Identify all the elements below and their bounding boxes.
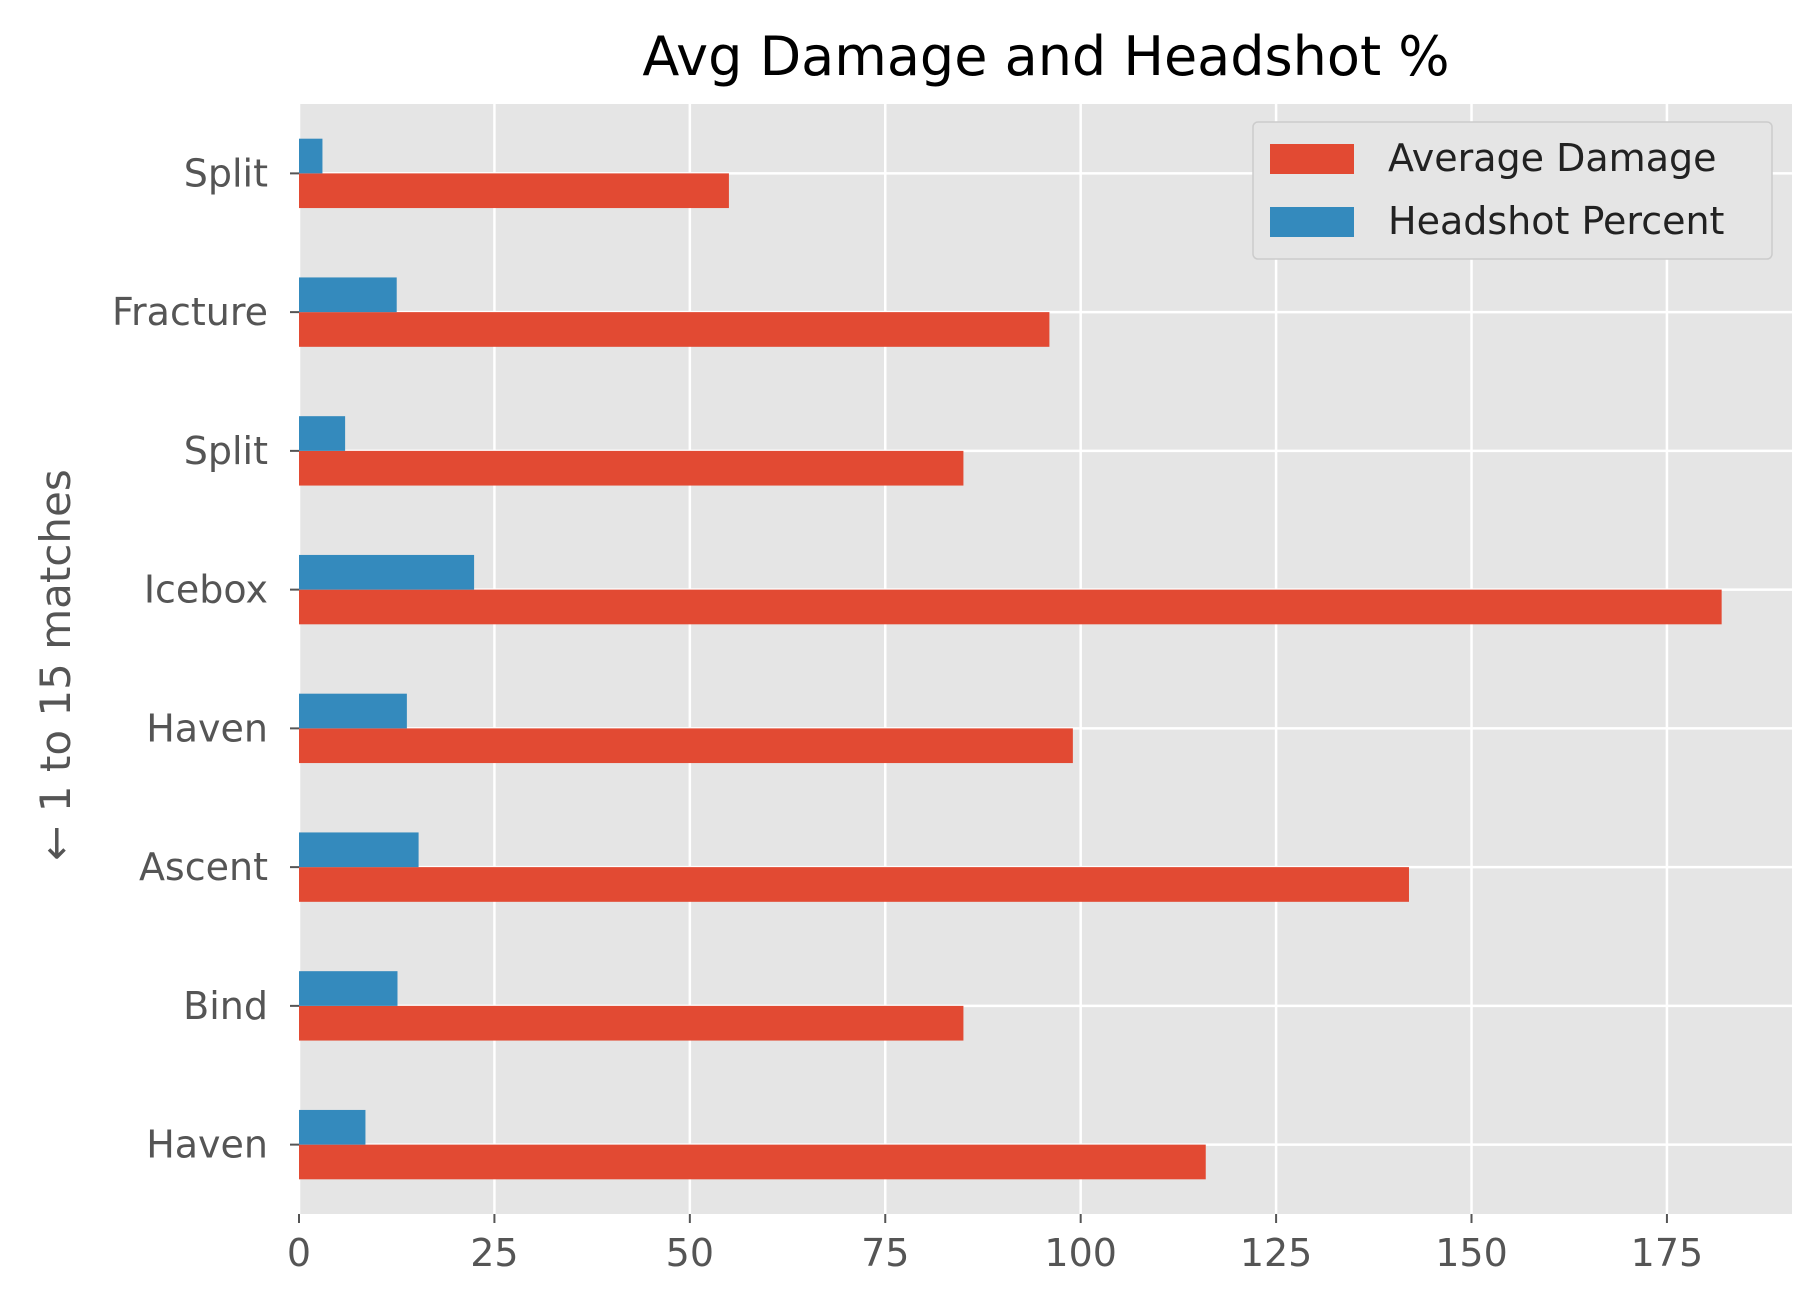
bar-average-damage <box>299 1005 964 1041</box>
bar-headshot-percent <box>299 554 475 590</box>
y-tick-label: Fracture <box>112 290 268 334</box>
y-axis-label: ← 1 to 15 matches <box>31 469 80 860</box>
y-tick-label: Bind <box>183 984 268 1028</box>
legend-label-average-damage: Average Damage <box>1388 136 1716 180</box>
legend-swatch-average-damage <box>1270 144 1354 174</box>
bar-average-damage <box>299 867 1409 902</box>
bar-headshot-percent <box>299 138 323 174</box>
bars <box>299 138 1722 1180</box>
bar-headshot-percent <box>299 277 397 313</box>
legend-swatch-headshot-percent <box>1270 207 1354 237</box>
x-tick-label: 50 <box>666 1231 714 1275</box>
x-tick-label: 75 <box>861 1231 909 1275</box>
bar-average-damage <box>299 728 1073 764</box>
legend-label-headshot-percent: Headshot Percent <box>1388 199 1724 243</box>
y-tick-label: Haven <box>146 706 268 750</box>
y-tick-label: Split <box>184 429 268 473</box>
y-tick-label: Icebox <box>144 568 268 612</box>
x-tick-label: 150 <box>1435 1231 1508 1275</box>
bar-headshot-percent <box>299 971 398 1006</box>
axis-ticks: 0 25 50 75 100 125 150 175 Haven Bind Ascent Haven I… <box>112 151 1703 1275</box>
y-tick-label: Split <box>184 151 268 195</box>
bar-average-damage <box>299 450 964 486</box>
legend: Average Damage Headshot Percent <box>1252 121 1773 260</box>
x-tick-label: 100 <box>1044 1231 1117 1275</box>
legend-box <box>1252 121 1773 260</box>
x-tick-label: 125 <box>1240 1231 1313 1275</box>
x-tick-label: 25 <box>470 1231 518 1275</box>
bar-average-damage <box>299 1144 1206 1180</box>
x-tick-label: 175 <box>1631 1231 1704 1275</box>
plot-area <box>299 104 1792 1214</box>
bar-headshot-percent <box>299 416 346 451</box>
x-tick-label: 0 <box>287 1231 311 1275</box>
bar-average-damage <box>299 173 729 209</box>
bar-headshot-percent <box>299 832 419 868</box>
y-tick-label: Ascent <box>139 845 268 889</box>
bar-average-damage <box>299 312 1050 347</box>
bar-headshot-percent <box>299 693 407 729</box>
bar-headshot-percent <box>299 1109 366 1145</box>
y-tick-label: Haven <box>146 1123 268 1167</box>
bar-average-damage <box>299 589 1722 625</box>
chart-title: Avg Damage and Headshot % <box>642 25 1449 88</box>
